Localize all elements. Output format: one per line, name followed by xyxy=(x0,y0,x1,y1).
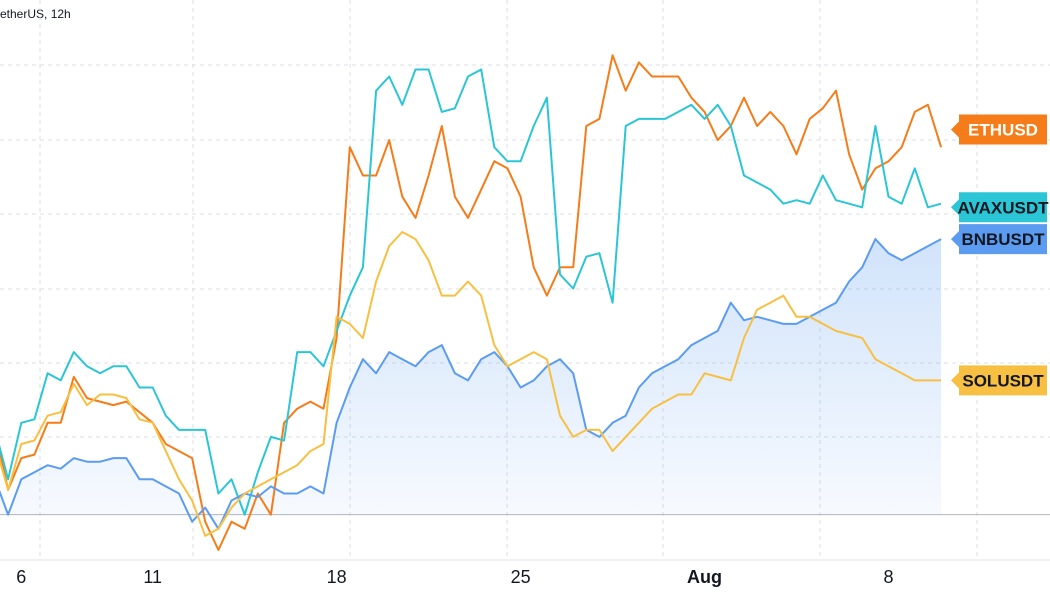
x-tick-label: 6 xyxy=(16,567,26,587)
bnbusdt-line xyxy=(0,238,942,530)
price-label-text: AVAXUSDT xyxy=(958,198,1050,217)
avaxusdt-price-label: AVAXUSDT xyxy=(951,192,1050,223)
x-tick-label: 18 xyxy=(327,567,347,587)
bnbusdt-price-label: BNBUSDT xyxy=(951,224,1047,255)
solusdt-price-label: SOLUSDT xyxy=(951,365,1047,396)
bnbusdt-area-fill xyxy=(0,239,942,529)
symbol-header: etherUS, 12h xyxy=(0,7,71,21)
x-tick-label: 25 xyxy=(511,567,531,587)
series-lines-layer xyxy=(0,54,943,551)
area-fill-layer xyxy=(0,239,942,529)
x-tick-label: 11 xyxy=(143,567,162,587)
avaxusdt-line xyxy=(0,68,942,516)
solusdt-line xyxy=(0,231,942,537)
price-label-text: BNBUSDT xyxy=(961,230,1045,249)
price-label-text: SOLUSDT xyxy=(962,371,1044,390)
price-label-text: ETHUSD xyxy=(968,121,1038,140)
price-label-box xyxy=(951,192,1047,223)
price-label-box xyxy=(951,224,1047,255)
price-label-box xyxy=(951,114,1047,145)
x-tick-label: Aug xyxy=(687,567,722,587)
x-axis: 6 11 18 25 Aug 8 xyxy=(16,567,893,587)
price-label-box xyxy=(951,365,1047,396)
x-tick-label: 8 xyxy=(884,567,894,587)
series-labels-layer: ETHUSD AVAXUSDT BNBUSDT SOLUSDT xyxy=(951,114,1050,396)
ethusd-price-label: ETHUSD xyxy=(951,114,1047,145)
